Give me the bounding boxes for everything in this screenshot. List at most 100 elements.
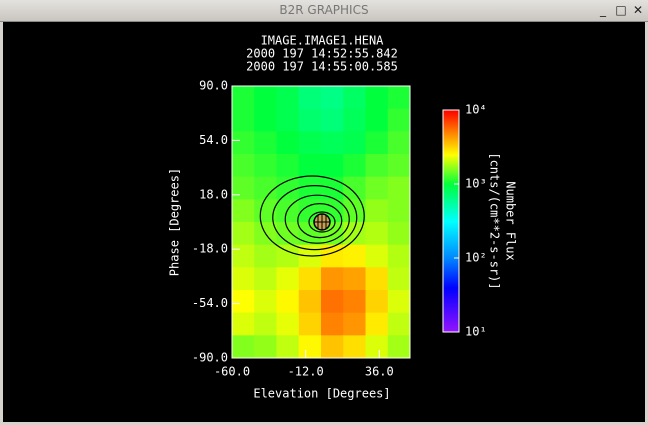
heatmap-cell <box>365 131 389 155</box>
heatmap-cell <box>276 108 300 132</box>
contour <box>308 211 336 233</box>
heatmap-cell <box>276 244 300 268</box>
colorbar-segment <box>443 238 459 241</box>
colorbar-segment <box>443 112 459 115</box>
colorbar-segment <box>443 240 459 243</box>
y-tick-label: 90.0 <box>199 79 228 93</box>
colorbar-segment <box>443 140 459 143</box>
colorbar-segment <box>443 256 459 259</box>
heatmap-cell <box>298 290 322 314</box>
colorbar-segment <box>443 154 459 157</box>
colorbar-segment <box>443 218 459 221</box>
heatmap-cell <box>321 290 344 314</box>
colorbar-segment <box>443 268 459 271</box>
colorbar-segment <box>443 170 459 173</box>
colorbar-segment <box>443 136 459 139</box>
colorbar-segment <box>443 134 459 137</box>
y-tick-label: 18.0 <box>199 187 228 201</box>
colorbar-segment <box>443 220 459 223</box>
colorbar-segment <box>443 322 459 325</box>
heatmap-cell <box>276 222 300 246</box>
colorbar-segment <box>443 280 459 283</box>
heatmap-cell <box>232 176 255 200</box>
colorbar-segment <box>443 314 459 317</box>
heatmap-cell <box>343 244 366 268</box>
colorbar-segment <box>443 330 459 333</box>
contour <box>297 203 343 239</box>
colorbar-segment <box>443 192 459 195</box>
colorbar-segment <box>443 278 459 281</box>
colorbar-segment <box>443 270 459 273</box>
chart-subtitle: 2000 197 14:55:00.585 <box>246 60 398 74</box>
colorbar-segment <box>443 198 459 201</box>
colorbar-segment <box>443 148 459 151</box>
heatmap-cell <box>276 154 300 178</box>
heatmap-cell <box>387 199 411 223</box>
colorbar-segment <box>443 300 459 303</box>
colorbar-segment <box>443 246 459 249</box>
colorbar-segment <box>443 310 459 313</box>
colorbar-segment <box>443 324 459 327</box>
colorbar-segment <box>443 204 459 207</box>
colorbar-segment <box>443 176 459 179</box>
y-axis-label: Phase [Degrees] <box>168 168 182 276</box>
heatmap-cell <box>298 108 322 132</box>
heatmap-cell <box>343 290 366 314</box>
heatmap-cell <box>298 335 322 359</box>
heatmap-cell <box>365 290 389 314</box>
heatmap-cell <box>343 267 366 291</box>
colorbar-segment <box>443 304 459 307</box>
heatmap-cell <box>232 244 255 268</box>
colorbar-segment <box>443 230 459 233</box>
colorbar-segment <box>443 210 459 213</box>
colorbar-segment <box>443 162 459 165</box>
colorbar-segment <box>443 180 459 183</box>
colorbar-segment <box>443 244 459 247</box>
heatmap-cell <box>343 131 366 155</box>
plot-frame <box>231 85 411 359</box>
colorbar-segment <box>443 308 459 311</box>
heatmap-cell <box>387 244 411 268</box>
colorbar-segment <box>443 318 459 321</box>
window-title: B2R GRAPHICS <box>279 3 369 17</box>
colorbar-segment <box>443 258 459 261</box>
heatmap-cell <box>276 335 300 359</box>
heatmap-cell <box>298 131 322 155</box>
x-tick-label: -60.0 <box>214 365 250 379</box>
colorbar-segment <box>443 262 459 265</box>
heatmap-cell <box>321 267 344 291</box>
heatmap-cell <box>365 176 389 200</box>
colorbar-segment <box>443 214 459 217</box>
heatmap-cell <box>387 108 411 132</box>
heatmap-cell <box>232 222 255 246</box>
heatmap-cell <box>365 312 389 336</box>
colorbar-segment <box>443 316 459 319</box>
contour <box>284 194 350 244</box>
heatmap-cell <box>254 131 277 155</box>
heatmap-cell <box>365 108 389 132</box>
colorbar-tick-label: 10³ <box>465 177 487 191</box>
y-tick-label: 54.0 <box>199 133 228 147</box>
colorbar-segment <box>443 288 459 291</box>
heatmap-cell <box>365 154 389 178</box>
colorbar-segment <box>443 252 459 255</box>
heatmap-cell <box>254 267 277 291</box>
colorbar-tick-label: 10² <box>465 251 487 265</box>
colorbar-tick-label: 10¹ <box>465 325 487 339</box>
minimize-button[interactable]: _ <box>600 3 606 17</box>
colorbar-segment <box>443 130 459 133</box>
colorbar-title: Number Flux <box>504 181 518 260</box>
heatmap-cell <box>232 108 255 132</box>
colorbar-segment <box>443 250 459 253</box>
colorbar-segment <box>443 228 459 231</box>
heatmap-cell <box>387 154 411 178</box>
colorbar-segment <box>443 234 459 237</box>
close-button[interactable]: ✕ <box>632 3 644 17</box>
colorbar-segment <box>443 146 459 149</box>
colorbar-segment <box>443 132 459 135</box>
colorbar-segment <box>443 166 459 169</box>
colorbar-segment <box>443 222 459 225</box>
heatmap-cell <box>298 176 322 200</box>
maximize-button[interactable]: □ <box>615 3 627 17</box>
colorbar-segment <box>443 206 459 209</box>
